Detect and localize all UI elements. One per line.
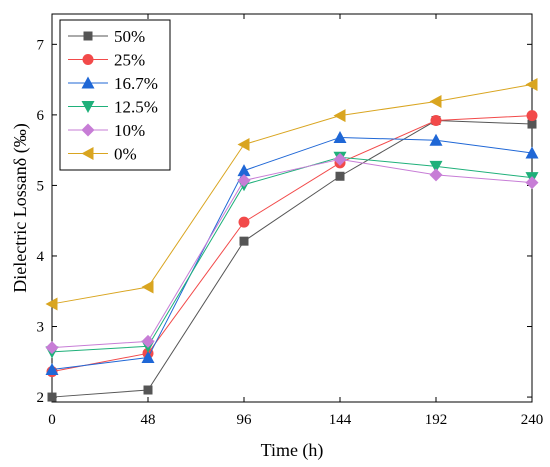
- y-tick-label-1: 3: [37, 320, 45, 336]
- y-tick-label-5: 7: [37, 37, 45, 53]
- data-point-5-4: [429, 94, 442, 108]
- data-point-2-1: [141, 351, 155, 364]
- data-point-0-2: [239, 236, 249, 246]
- y-tick-label-4: 6: [37, 108, 45, 124]
- legend-marker-1: [82, 54, 94, 65]
- data-point-4-0: [45, 341, 59, 355]
- legend-marker-4: [81, 123, 95, 137]
- data-point-2-0: [45, 363, 59, 376]
- series-line-0: [51, 120, 533, 398]
- data-point-5-1: [141, 280, 154, 294]
- legend-item-1: 25%: [68, 51, 145, 70]
- legend-label-3: 12.5%: [114, 98, 158, 117]
- data-point-1-5: [526, 110, 538, 122]
- x-tick-label-5: 240: [521, 412, 544, 428]
- legend-item-2: 16.7%: [68, 74, 158, 93]
- series-3: [45, 151, 539, 359]
- y-tick-label-3: 5: [37, 178, 45, 194]
- series-2: [45, 130, 539, 376]
- series-line-4: [51, 158, 533, 349]
- data-point-1-4: [430, 115, 442, 127]
- legend-label-4: 10%: [114, 121, 145, 140]
- series-line-1: [51, 115, 533, 373]
- series-line-2: [51, 136, 533, 371]
- legend-item-0: 50%: [68, 27, 145, 46]
- data-point-0-5: [527, 119, 537, 129]
- data-point-4-3: [333, 152, 347, 166]
- x-tick-label-4: 192: [425, 412, 448, 428]
- x-axis-title: Time (h): [261, 440, 324, 461]
- series-4: [45, 152, 539, 355]
- legend-marker-3: [81, 101, 95, 113]
- x-tick-label-1: 48: [141, 412, 156, 428]
- legend-label-1: 25%: [114, 51, 145, 70]
- legend: 50% 25% 16.7% 12.5% 10% 0%: [68, 27, 158, 164]
- data-point-0-0: [47, 392, 57, 402]
- series-line-3: [51, 156, 533, 353]
- data-point-2-5: [525, 146, 539, 159]
- data-point-1-2: [238, 216, 250, 228]
- legend-label-5: 0%: [114, 145, 137, 164]
- data-point-5-3: [333, 109, 346, 123]
- series-5: [45, 78, 538, 311]
- x-tick-label-2: 96: [237, 412, 253, 428]
- legend-marker-2: [81, 76, 95, 89]
- data-point-5-0: [45, 297, 58, 311]
- legend-item-4: 10%: [68, 121, 145, 140]
- series-line-5: [51, 84, 533, 305]
- legend-box: [59, 19, 171, 171]
- y-tick-label-0: 2: [37, 390, 45, 406]
- legend-marker-0: [83, 31, 93, 41]
- x-tick-label-0: 0: [48, 412, 56, 428]
- legend-label-2: 16.7%: [114, 74, 158, 93]
- data-point-5-5: [525, 78, 538, 92]
- legend-item-5: 0%: [68, 145, 137, 164]
- data-point-4-1: [141, 334, 155, 348]
- data-point-4-2: [237, 173, 251, 187]
- x-axis-ticks: 0 48 96 144 192 240: [48, 14, 543, 428]
- series-layer: [45, 78, 539, 402]
- y-axis-title: Dielectric Lossanδ (‰): [10, 123, 31, 292]
- plot-frame: [51, 13, 533, 403]
- data-point-2-4: [429, 133, 443, 146]
- data-point-2-3: [333, 130, 347, 143]
- data-point-4-4: [429, 168, 443, 182]
- data-point-5-2: [237, 138, 250, 152]
- y-tick-label-2: 4: [37, 249, 45, 265]
- legend-marker-5: [81, 147, 94, 160]
- data-point-2-2: [237, 164, 251, 177]
- data-point-0-1: [143, 385, 153, 395]
- data-point-4-5: [525, 176, 539, 190]
- legend-item-3: 12.5%: [68, 98, 158, 117]
- legend-label-0: 50%: [114, 27, 145, 46]
- data-point-0-3: [335, 171, 345, 181]
- x-tick-label-3: 144: [329, 412, 352, 428]
- data-point-3-4: [429, 160, 443, 173]
